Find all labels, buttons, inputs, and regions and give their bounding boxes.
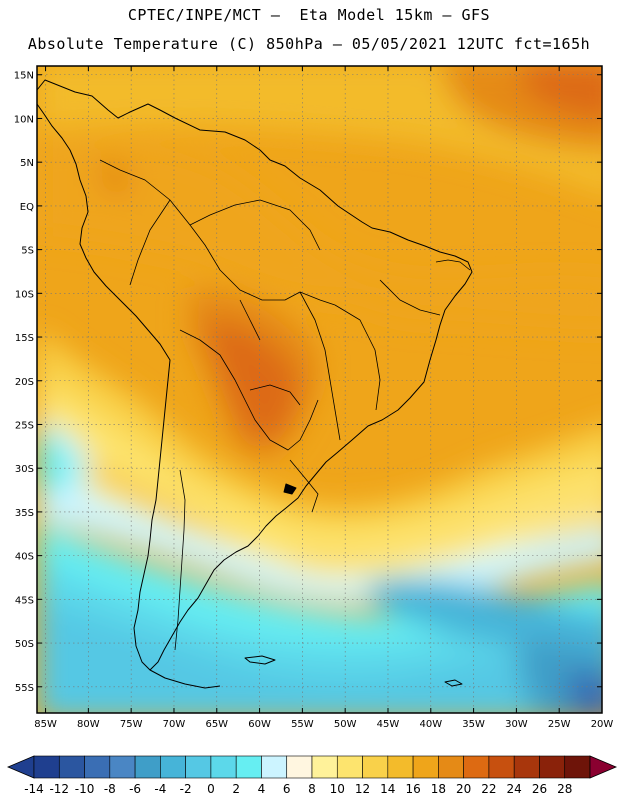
lat-label: EQ xyxy=(20,202,34,213)
colorbar xyxy=(6,755,618,779)
longitude-labels: 85W 80W 75W 70W 65W 60W 55W 50W 45W 40W 35W 30W 25W 2… xyxy=(34,719,613,730)
lon-label: 75W xyxy=(120,719,143,730)
temperature-field xyxy=(37,66,602,713)
colorbar-label: 22 xyxy=(481,782,496,796)
colorbar-arrow-low xyxy=(6,755,35,779)
colorbar-swatch xyxy=(564,755,591,779)
lon-label: 35W xyxy=(462,719,485,730)
colorbar-swatch xyxy=(235,755,262,779)
lon-label: 25W xyxy=(548,719,571,730)
colorbar-swatch xyxy=(84,755,111,779)
colorbar-swatch xyxy=(463,755,490,779)
colorbar-swatch xyxy=(160,755,186,779)
title-line-2: Absolute Temperature (C) 850hPa – 05/05/… xyxy=(27,35,591,53)
colorbar-label: 4 xyxy=(258,782,266,796)
colorbar-swatch xyxy=(185,755,212,779)
lat-label: 10N xyxy=(14,114,34,125)
colorbar-swatch xyxy=(362,755,389,779)
colorbar-swatch xyxy=(261,755,288,779)
colorbar-label: 28 xyxy=(557,782,572,796)
lat-label: 45S xyxy=(15,595,34,606)
lon-label: 50W xyxy=(334,719,357,730)
colorbar-label: 12 xyxy=(355,782,370,796)
lat-label: 15S xyxy=(15,333,34,344)
colorbar-label: 14 xyxy=(380,782,395,796)
colorbar-label: -12 xyxy=(49,782,69,796)
lon-label: 40W xyxy=(419,719,442,730)
colorbar-swatch xyxy=(311,755,338,779)
map-frame xyxy=(36,65,603,714)
lat-label: 25S xyxy=(15,420,34,431)
colorbar-label: 8 xyxy=(308,782,316,796)
lon-label: 20W xyxy=(591,719,614,730)
lon-label: 70W xyxy=(163,719,186,730)
lon-label: 65W xyxy=(205,719,228,730)
lon-label: 60W xyxy=(248,719,271,730)
axis-ticks xyxy=(37,66,603,713)
colorbar-label: -2 xyxy=(180,782,192,796)
colorbar-label: -6 xyxy=(129,782,141,796)
colorbar-label: 0 xyxy=(207,782,215,796)
colorbar-label: 6 xyxy=(283,782,291,796)
lat-label: 55S xyxy=(15,683,34,694)
colorbar-label: -14 xyxy=(24,782,44,796)
colorbar-swatch xyxy=(513,755,540,779)
colorbar-swatch xyxy=(387,755,414,779)
colorbar-swatch xyxy=(210,755,237,779)
coastlines-and-borders xyxy=(36,79,473,689)
colorbar-label: 2 xyxy=(232,782,240,796)
colorbar-swatch xyxy=(33,755,60,779)
colorbar-arrow-high xyxy=(589,755,618,779)
lat-label: 15N xyxy=(14,71,34,82)
lon-label: 85W xyxy=(34,719,57,730)
colorbar-label: 16 xyxy=(405,782,420,796)
colorbar-label: 20 xyxy=(456,782,471,796)
colorbar-swatch xyxy=(109,755,136,779)
colorbar-swatch xyxy=(488,755,515,779)
colorbar-swatch xyxy=(539,755,566,779)
lon-label: 80W xyxy=(77,719,100,730)
colorbar-swatch xyxy=(438,755,464,779)
colorbar-swatch xyxy=(336,755,363,779)
lat-label: 5N xyxy=(20,158,34,169)
colorbar-label: -8 xyxy=(104,782,116,796)
colorbar-labels: -14 -12 -10 -8 -6 -4 -2 0 2 4 6 8 10 12 14 16 18 20 22 24 26… xyxy=(24,782,572,796)
colorbar-label: 10 xyxy=(330,782,345,796)
colorbar-swatch xyxy=(134,755,161,779)
lat-label: 20S xyxy=(15,377,34,388)
lon-label: 55W xyxy=(291,719,314,730)
colorbar-swatch xyxy=(58,755,85,779)
lat-label: 50S xyxy=(15,639,34,650)
latitude-labels: 15N 10N 5N EQ 5S 10S 15S 20S 25S 30S 35S 40S 45S 50S 5… xyxy=(14,71,34,694)
title-line-1: CPTEC/INPE/MCT – Eta Model 15km – GFS xyxy=(127,6,491,24)
lat-label: 30S xyxy=(15,464,34,475)
lon-label: 30W xyxy=(505,719,528,730)
colorbar-label: -10 xyxy=(75,782,95,796)
colorbar-swatch xyxy=(412,755,439,779)
colorbar-label: 24 xyxy=(507,782,522,796)
lon-label: 45W xyxy=(377,719,400,730)
lat-label: 35S xyxy=(15,508,34,519)
lat-label: 10S xyxy=(15,289,34,300)
colorbar-label: 26 xyxy=(532,782,547,796)
colorbar-swatch xyxy=(286,755,313,779)
colorbar-label: -4 xyxy=(154,782,166,796)
lat-label: 40S xyxy=(15,552,34,563)
colorbar-label: 18 xyxy=(431,782,446,796)
lat-label: 5S xyxy=(21,246,34,257)
